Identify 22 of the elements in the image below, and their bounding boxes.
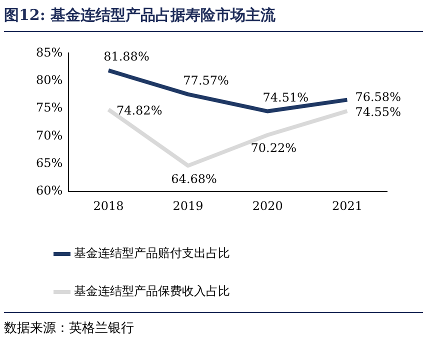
data-label: 77.57% [183, 73, 229, 88]
y-tick-label: 70% [36, 128, 63, 142]
source-note: 数据来源：英格兰银行 [4, 312, 423, 337]
chart-title: 图12: 基金连结型产品占据寿险市场主流 [4, 6, 423, 32]
y-tick-label: 75% [36, 100, 63, 115]
y-tick-label: 85% [36, 45, 63, 60]
data-label: 74.55% [355, 105, 401, 120]
legend-label: 基金连结型产品赔付支出占比 [74, 246, 230, 260]
y-tick-label: 65% [36, 156, 63, 170]
data-label: 74.51% [262, 90, 309, 104]
x-tick-label: 2020 [252, 198, 283, 213]
data-label: 64.68% [171, 172, 217, 186]
x-tick-label: 2019 [172, 198, 204, 213]
data-label: 70.22% [250, 141, 297, 156]
legend-label: 基金连结型产品保费收入占比 [74, 284, 230, 298]
data-label: 74.82% [116, 104, 162, 118]
data-label: 81.88% [104, 50, 150, 64]
data-label: 76.58% [355, 90, 401, 104]
y-tick-label: 80% [36, 73, 63, 88]
x-tick-label: 2021 [332, 198, 362, 213]
y-tick-label: 60% [36, 184, 63, 198]
x-tick-label: 2018 [93, 198, 124, 213]
